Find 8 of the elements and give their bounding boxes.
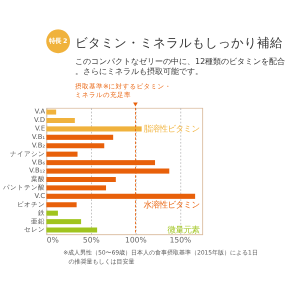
series-label: 脂溶性ビタミン xyxy=(144,123,200,134)
x-tick-label: 150% xyxy=(170,235,192,244)
text: 微量元素 xyxy=(168,224,200,235)
x-tick-label: 100% xyxy=(125,235,147,244)
x-tick-label: 0% xyxy=(46,235,59,244)
series-label: 水溶性ビタミン xyxy=(144,199,200,210)
x-tick-label: 50% xyxy=(82,235,100,244)
chart-title: ビタミン・ミネラルもしっかり補給 xyxy=(75,35,283,50)
